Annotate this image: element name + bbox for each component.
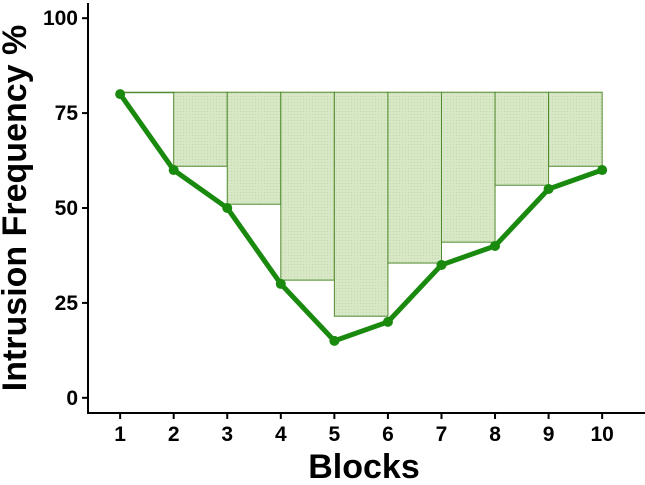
y-tick-label: 75 [55,102,79,125]
data-point-1 [115,89,126,100]
y-tick-label: 100 [43,7,78,30]
bars-layer [119,91,603,317]
data-point-8 [490,240,501,251]
x-tick-label: 4 [275,423,287,446]
ticks-layer: 0 25 50 75 100 1 2 3 4 5 6 7 8 9 10 [43,7,614,446]
data-point-10 [597,165,608,176]
intrusion-bar-2 [173,91,228,167]
intrusion-bar-3 [226,91,282,205]
intrusion-bar-7 [440,91,496,243]
data-point-7 [436,259,447,270]
y-axis-title: Intrusion Frequency % [0,25,34,392]
data-point-3 [222,203,233,213]
x-tick-label: 7 [436,423,448,446]
y-tick-label: 50 [55,197,78,220]
data-point-2 [168,165,179,176]
x-tick-label: 10 [590,423,613,446]
y-tick-label: 25 [55,292,79,315]
intrusion-bar-5 [333,91,389,317]
intrusion-bar-9 [548,91,603,167]
intrusion-bar-8 [494,91,550,186]
x-tick-label: 3 [221,423,233,446]
x-tick-label: 2 [168,423,180,446]
intrusion-bar-4 [280,91,335,281]
x-tick-label: 5 [329,423,341,446]
x-tick-label: 6 [382,423,394,446]
data-point-9 [543,184,554,195]
x-tick-label: 9 [543,423,555,446]
series-line [117,91,605,344]
x-axis-title: Blocks [308,448,420,485]
data-point-6 [382,316,393,327]
intrusion-bar-1 [119,91,175,94]
y-tick-label: 0 [66,387,78,410]
intrusion-bar-6 [387,91,442,264]
series-layer [115,89,608,346]
data-point-4 [275,278,286,289]
x-tick-label: 1 [114,423,126,446]
x-tick-label: 8 [489,423,501,446]
data-point-5 [329,335,340,346]
